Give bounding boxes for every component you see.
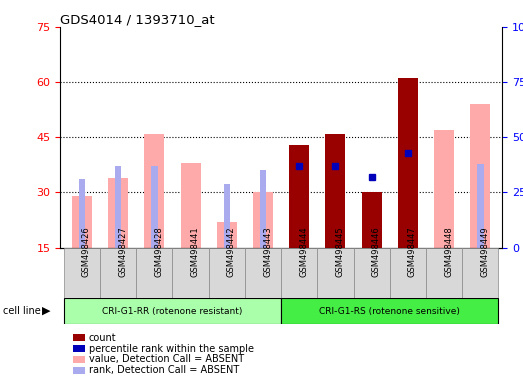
Text: GSM498441: GSM498441 xyxy=(190,226,200,277)
Bar xyxy=(362,192,382,248)
Text: GSM498448: GSM498448 xyxy=(444,226,453,277)
Bar xyxy=(245,248,281,298)
Text: GSM498445: GSM498445 xyxy=(335,226,345,277)
Bar xyxy=(217,222,237,248)
Text: count: count xyxy=(89,333,117,343)
Bar xyxy=(100,248,136,298)
Bar xyxy=(64,298,281,324)
Bar xyxy=(470,104,490,248)
Bar xyxy=(223,184,230,248)
Text: percentile rank within the sample: percentile rank within the sample xyxy=(89,344,254,354)
Bar xyxy=(477,164,484,248)
Text: value, Detection Call = ABSENT: value, Detection Call = ABSENT xyxy=(89,354,244,364)
Text: GSM498447: GSM498447 xyxy=(408,226,417,277)
Text: GSM498442: GSM498442 xyxy=(227,226,236,277)
Bar xyxy=(173,248,209,298)
Bar xyxy=(64,248,100,298)
Text: CRI-G1-RR (rotenone resistant): CRI-G1-RR (rotenone resistant) xyxy=(103,306,243,316)
Bar xyxy=(260,170,266,248)
Text: rank, Detection Call = ABSENT: rank, Detection Call = ABSENT xyxy=(89,365,239,375)
Bar xyxy=(281,248,317,298)
Bar xyxy=(325,134,345,248)
Bar xyxy=(108,178,128,248)
Bar xyxy=(209,248,245,298)
Bar xyxy=(434,130,454,248)
Bar xyxy=(390,248,426,298)
Bar xyxy=(78,179,85,248)
Bar xyxy=(180,163,200,248)
Bar xyxy=(253,192,273,248)
Bar xyxy=(462,248,498,298)
Bar xyxy=(115,166,121,248)
Bar xyxy=(281,298,498,324)
Bar xyxy=(289,145,309,248)
Bar xyxy=(398,78,418,248)
Text: GSM498428: GSM498428 xyxy=(154,226,163,277)
Text: GSM498427: GSM498427 xyxy=(118,226,127,277)
Text: ▶: ▶ xyxy=(42,306,50,316)
Bar xyxy=(136,248,173,298)
Bar xyxy=(426,248,462,298)
Text: CRI-G1-RS (rotenone sensitive): CRI-G1-RS (rotenone sensitive) xyxy=(320,306,460,316)
Bar xyxy=(144,134,164,248)
Bar xyxy=(317,248,354,298)
Text: GDS4014 / 1393710_at: GDS4014 / 1393710_at xyxy=(60,13,215,26)
Text: cell line: cell line xyxy=(3,306,40,316)
Bar xyxy=(354,248,390,298)
Bar xyxy=(151,166,157,248)
Text: GSM498426: GSM498426 xyxy=(82,226,91,277)
Bar xyxy=(72,196,92,248)
Text: GSM498449: GSM498449 xyxy=(480,226,490,277)
Text: GSM498444: GSM498444 xyxy=(299,226,308,277)
Text: GSM498446: GSM498446 xyxy=(372,226,381,277)
Text: GSM498443: GSM498443 xyxy=(263,226,272,277)
